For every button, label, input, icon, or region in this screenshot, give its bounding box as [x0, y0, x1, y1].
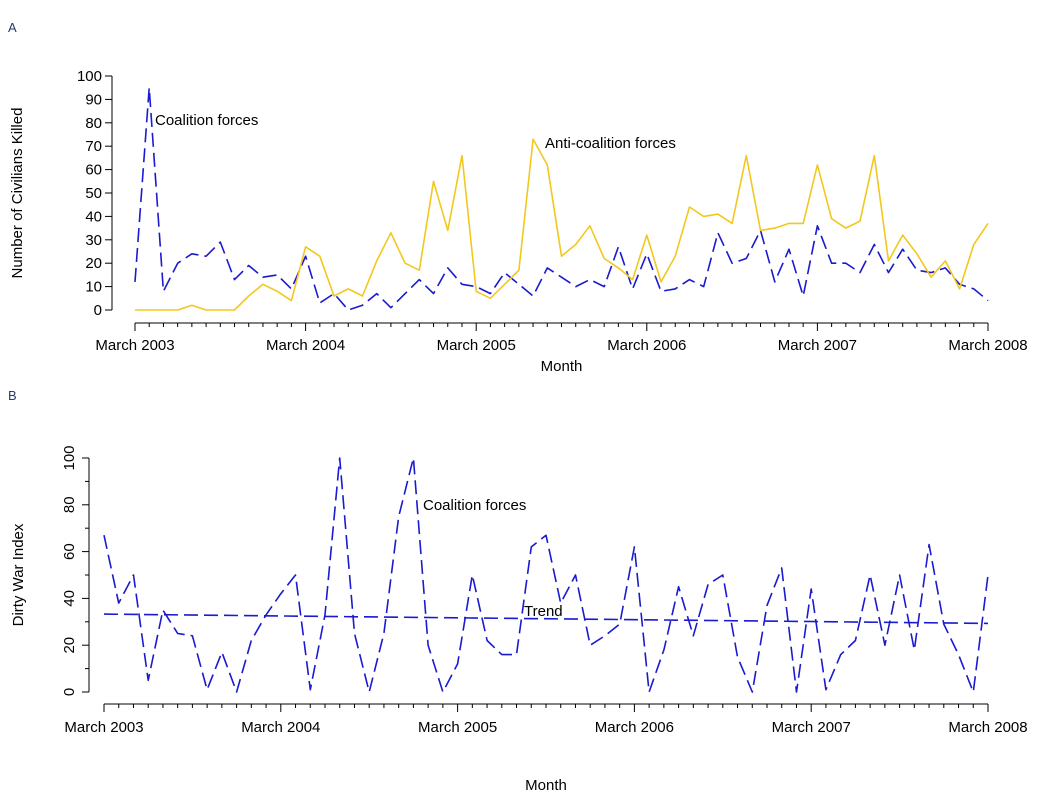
y-axis-title: Number of Civilians Killed [9, 108, 26, 279]
y-tick-label: 70 [85, 138, 102, 155]
x-tick-label: March 2007 [772, 719, 851, 736]
y-tick-label: 60 [61, 543, 78, 560]
annotation-label: Anti-coalition forces [545, 135, 676, 152]
x-tick-label: March 2008 [948, 337, 1027, 354]
y-tick-label: 50 [85, 185, 102, 202]
y-tick-label: 80 [61, 496, 78, 513]
y-tick-label: 80 [85, 115, 102, 132]
x-tick-label: March 2006 [595, 719, 674, 736]
y-tick-label: 30 [85, 232, 102, 249]
y-tick-label: 60 [85, 162, 102, 179]
x-tick-label: March 2004 [241, 719, 320, 736]
x-tick-label: March 2008 [948, 719, 1027, 736]
y-tick-label: 100 [61, 445, 78, 470]
chart-panel-b: March 2003 March 2004 March 2005 March 2006… [10, 445, 1028, 794]
x-tick-label: March 2006 [607, 337, 686, 354]
y-tick-label: 40 [61, 590, 78, 607]
x-axis-title: Month [525, 777, 567, 794]
x-tick-label: March 2004 [266, 337, 345, 354]
x-tick-label: March 2005 [418, 719, 497, 736]
series-line-trend [103, 613, 989, 625]
x-tick-label: March 2003 [64, 719, 143, 736]
panel-a-letter: A [8, 20, 17, 35]
y-axis-title: Dirty War Index [10, 523, 27, 626]
y-tick-label: 20 [85, 255, 102, 272]
annotation-label: Coalition forces [423, 497, 526, 514]
y-tick-label: 90 [85, 91, 102, 108]
x-tick-label: March 2007 [778, 337, 857, 354]
x-axis-title: Month [541, 358, 583, 375]
annotation-label: Trend [524, 603, 563, 620]
annotation-label: Coalition forces [155, 112, 258, 129]
series-line-coalition-forces [134, 86, 989, 311]
y-tick-label: 20 [61, 637, 78, 654]
y-tick-label: 10 [85, 279, 102, 296]
x-tick-label: March 2003 [95, 337, 174, 354]
y-tick-label: 0 [61, 688, 78, 696]
series-line-anti-coalition-forces [135, 138, 989, 311]
y-tick-label: 0 [94, 302, 102, 319]
chart-panel-a: March 2003 March 2004 March 2005 March 2006… [9, 68, 1028, 375]
panel-b-letter: B [8, 388, 17, 403]
series-line-coalition-forces [103, 457, 989, 693]
y-tick-label: 100 [77, 68, 102, 85]
y-tick-label: 40 [85, 208, 102, 225]
x-tick-label: March 2005 [437, 337, 516, 354]
